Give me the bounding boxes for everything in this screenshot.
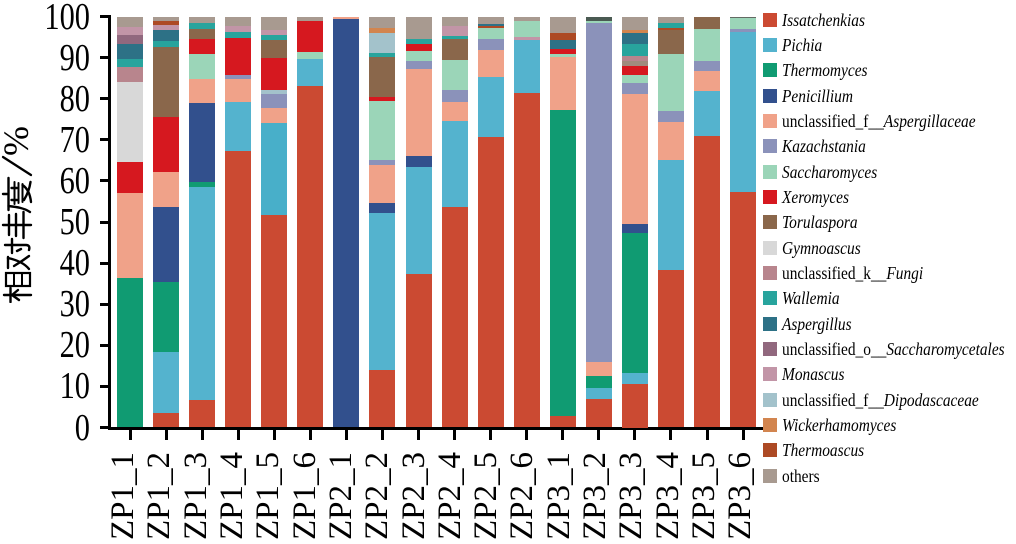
svg-text:%: %: [1, 126, 33, 156]
